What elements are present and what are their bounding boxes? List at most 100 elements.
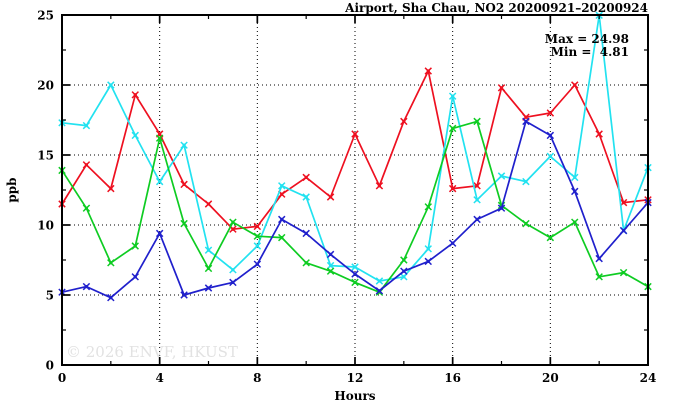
x-tick-label: 24 [640, 371, 657, 385]
y-tick-label: 5 [46, 289, 54, 303]
data-point-marker [180, 180, 188, 189]
data-point-marker [546, 152, 555, 161]
data-point-marker [204, 200, 213, 208]
data-point-marker [473, 117, 481, 126]
data-point-marker [522, 117, 530, 126]
data-point-marker [253, 260, 262, 268]
data-point-marker [302, 229, 310, 238]
data-point-marker [424, 245, 432, 253]
data-point-marker [229, 278, 237, 287]
data-point-marker [107, 259, 115, 267]
data-point-marker [326, 267, 335, 275]
data-point-marker [155, 177, 164, 186]
data-point-marker [424, 257, 432, 266]
data-point-marker [155, 134, 164, 142]
data-point-marker [448, 124, 457, 133]
x-tick-label: 16 [444, 371, 461, 385]
y-tick-label: 0 [46, 359, 54, 373]
data-point-marker [180, 291, 188, 299]
data-point-marker [595, 273, 603, 281]
series-green [58, 117, 652, 296]
data-point-marker [571, 218, 579, 226]
data-point-marker [107, 184, 115, 193]
data-point-marker [546, 233, 555, 242]
x-tick-label: 12 [347, 371, 364, 385]
x-axis-label: Hours [334, 389, 375, 403]
data-point-marker [473, 215, 481, 224]
data-point-marker [302, 193, 310, 201]
data-point-marker [131, 273, 139, 281]
watermark: © 2026 ENVF, HKUST [66, 343, 238, 361]
data-point-marker [595, 130, 603, 138]
data-point-marker [204, 284, 213, 292]
data-point-marker [131, 131, 139, 140]
data-point-marker [571, 173, 579, 182]
data-point-marker [400, 273, 408, 281]
series-blue [58, 117, 652, 302]
chart-title: Airport, Sha Chau, NO2 20200921–20200924 [344, 1, 648, 15]
data-point-marker [107, 293, 115, 302]
data-point-marker [375, 277, 384, 285]
data-point-marker [131, 91, 139, 99]
data-point-marker [351, 270, 359, 278]
data-point-marker [155, 229, 164, 238]
data-point-marker [82, 282, 91, 291]
data-point-marker [546, 109, 555, 117]
y-axis-label: ppb [5, 177, 19, 202]
data-point-marker [375, 287, 384, 295]
data-point-marker [424, 67, 432, 75]
data-point-marker [619, 268, 628, 277]
data-point-marker [302, 173, 310, 182]
data-point-marker [253, 242, 262, 250]
data-point-marker [229, 218, 237, 226]
x-tick-label: 4 [155, 371, 163, 385]
data-point-marker [107, 81, 115, 89]
data-point-marker [131, 242, 139, 250]
data-point-marker [522, 177, 530, 186]
axis-ticks [61, 14, 649, 366]
data-point-marker [82, 204, 91, 212]
tick-labels: 0 4 8 12 16 20 24 0 5 10 15 20 25 [37, 9, 656, 386]
data-point-marker [351, 263, 359, 271]
data-point-marker [278, 233, 286, 242]
max-annotation: Max = 24.98 [545, 32, 629, 46]
data-point-marker [400, 267, 408, 275]
data-point-marker [473, 196, 481, 204]
data-point-marker [302, 259, 310, 267]
y-tick-label: 15 [37, 149, 54, 163]
plot-area: 0 4 8 12 16 20 24 0 5 10 15 20 25 [37, 9, 656, 386]
data-point-marker [351, 278, 359, 287]
y-tick-label: 25 [37, 9, 54, 23]
data-point-marker [253, 222, 262, 231]
data-point-marker [619, 226, 628, 235]
data-point-marker [448, 92, 457, 100]
data-point-marker [400, 256, 408, 264]
data-point-marker [82, 161, 91, 169]
data-point-marker [180, 141, 188, 149]
data-point-marker [595, 254, 603, 263]
data-point-marker [571, 81, 579, 89]
data-point-marker [351, 130, 359, 138]
data-point-marker [400, 117, 408, 126]
data-point-marker [522, 219, 530, 228]
data-point-marker [204, 246, 213, 254]
data-point-marker [448, 239, 457, 247]
data-point-marker [229, 266, 237, 274]
data-point-marker [497, 204, 506, 212]
data-point-marker [204, 264, 213, 273]
data-point-marker [424, 203, 432, 211]
data-point-marker [180, 219, 188, 228]
x-tick-label: 8 [253, 371, 261, 385]
gridlines [62, 15, 648, 365]
x-tick-label: 20 [542, 371, 559, 385]
data-point-marker [253, 232, 262, 240]
data-point-marker [278, 215, 286, 224]
data-point-marker [375, 182, 384, 190]
data-point-marker [497, 84, 506, 92]
y-tick-label: 10 [37, 219, 54, 233]
min-annotation: Min = 4.81 [551, 45, 629, 59]
data-point-marker [448, 184, 457, 193]
data-point-marker [278, 182, 286, 190]
